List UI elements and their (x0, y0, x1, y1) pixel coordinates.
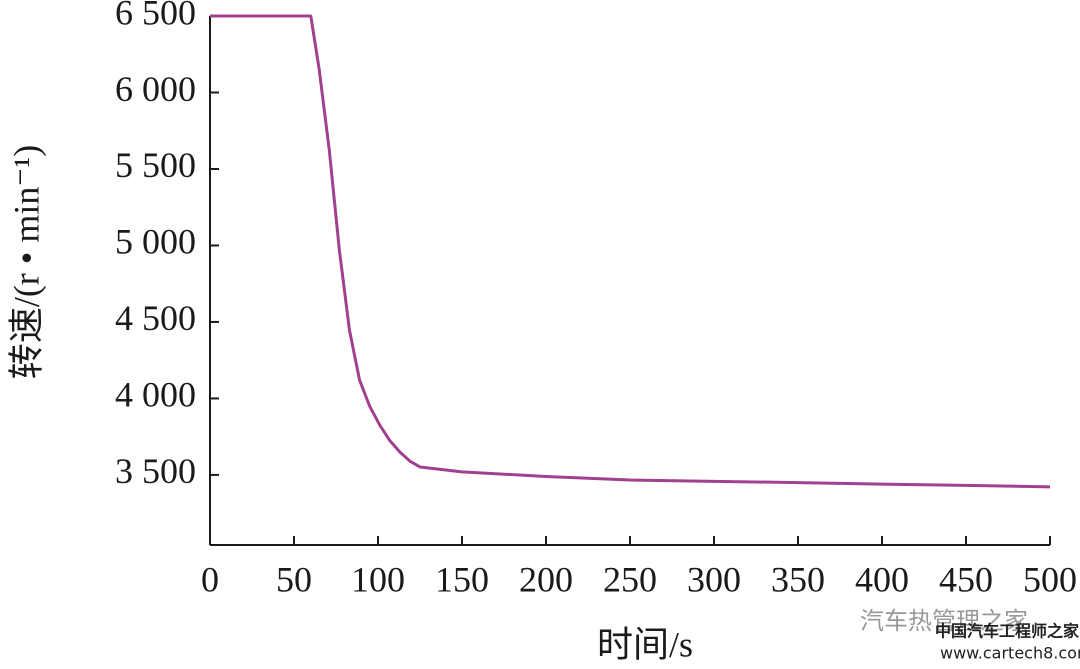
x-tick-label: 450 (939, 559, 993, 599)
y-tick-label: 5 000 (115, 222, 196, 262)
x-tick-label: 0 (201, 559, 219, 599)
x-tick-label: 200 (519, 559, 573, 599)
x-tick-label: 300 (687, 559, 741, 599)
watermark: www.cartech8.com (940, 644, 1080, 663)
x-tick-label: 350 (771, 559, 825, 599)
y-tick-label: 4 000 (115, 375, 196, 415)
x-axis-label: 时间/s (597, 624, 693, 664)
y-tick-label: 4 500 (115, 298, 196, 338)
y-tick-label: 6 000 (115, 69, 196, 109)
y-tick-label: 6 500 (115, 0, 196, 32)
watermark: 中国汽车工程师之家 (935, 622, 1080, 641)
line (210, 14, 1051, 489)
x-tick-label: 400 (855, 559, 909, 599)
x-tick-label: 250 (603, 559, 657, 599)
y-tick-label: 3 500 (115, 451, 196, 491)
y-axis-label: 转速/(r • min⁻¹) (6, 145, 46, 379)
x-tick-label: 500 (1023, 559, 1077, 599)
y-tick-label: 5 500 (115, 145, 196, 185)
x-tick-label: 150 (435, 559, 489, 599)
watermark: 汽车热管理之家 (860, 607, 1028, 635)
x-tick-label: 100 (351, 559, 405, 599)
x-tick-label: 50 (276, 559, 312, 599)
